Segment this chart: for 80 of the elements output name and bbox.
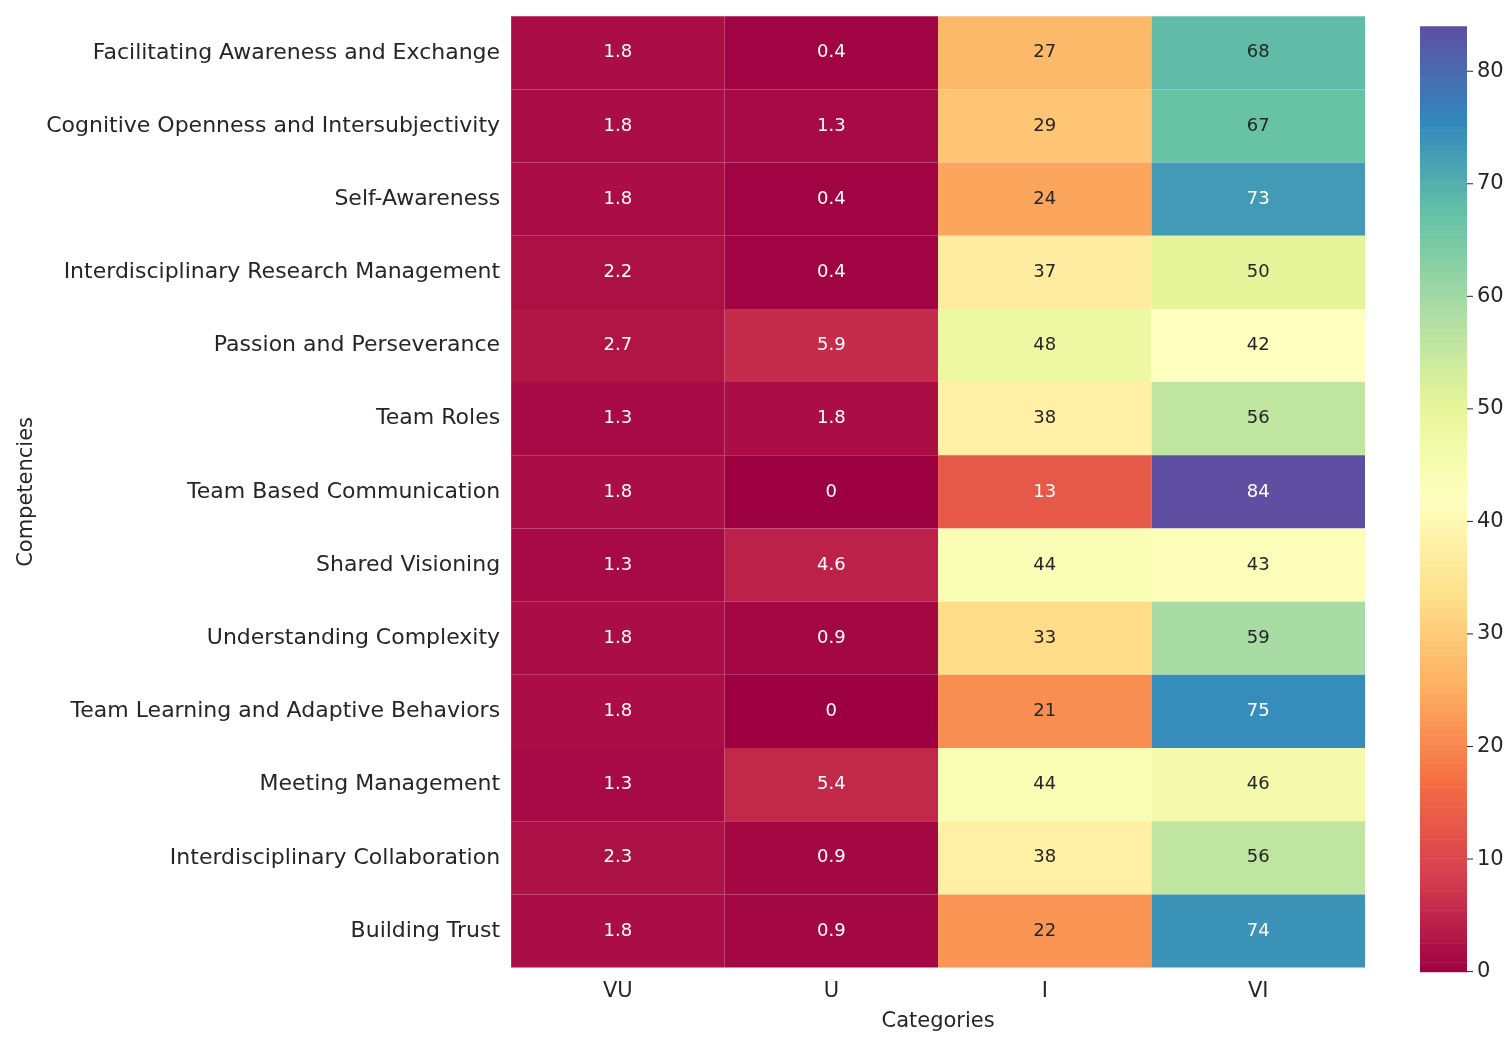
data-label: 46 (1246, 772, 1270, 794)
data-label: 1.8 (603, 113, 633, 135)
color-bar-label: 10 (1477, 845, 1504, 870)
data-label: 2.3 (603, 845, 633, 867)
data-label: 42 (1246, 333, 1270, 355)
color-bar-label: 80 (1477, 57, 1504, 82)
color-bar-label: 70 (1477, 170, 1504, 195)
y-tick-label: Team Based Communication (186, 477, 501, 503)
data-label: 2.2 (603, 260, 633, 282)
data-label: 33 (1033, 625, 1057, 647)
data-label: 59 (1246, 625, 1270, 647)
data-label: 1.8 (817, 406, 846, 428)
y-tick-label: Understanding Complexity (206, 623, 501, 649)
data-label: 84 (1246, 479, 1270, 501)
data-label: 0 (825, 479, 838, 501)
x-tick-label: VU (602, 977, 633, 1002)
data-label: 1.8 (603, 479, 633, 501)
data-label: 74 (1246, 918, 1270, 940)
data-label: 1.8 (603, 40, 633, 62)
x-tick-label: U (823, 977, 840, 1002)
data-label: 50 (1246, 260, 1270, 282)
data-label: 2.7 (603, 333, 633, 355)
data-label: 0.9 (817, 625, 846, 647)
y-tick-label: Interdisciplinary Collaboration (169, 843, 501, 869)
data-label: 44 (1033, 552, 1057, 574)
color-bar-label: 60 (1477, 282, 1504, 307)
y-tick-label: Passion and Perseverance (213, 331, 501, 357)
data-label: 0.9 (817, 845, 846, 867)
data-label: 0 (825, 699, 838, 721)
data-label: 1.3 (603, 406, 633, 428)
data-label: 29 (1033, 113, 1057, 135)
data-label: 56 (1246, 406, 1270, 428)
data-label: 75 (1246, 699, 1270, 721)
data-label: 38 (1033, 845, 1057, 867)
data-label: 22 (1033, 918, 1057, 940)
data-label: 0.4 (817, 40, 846, 62)
data-label: 56 (1246, 845, 1270, 867)
data-label: 48 (1033, 333, 1057, 355)
y-tick-label: Team Learning and Adaptive Behaviors (69, 697, 501, 723)
data-label: 1.8 (603, 186, 633, 208)
data-label: 21 (1033, 699, 1057, 721)
data-label: 0.9 (817, 918, 846, 940)
data-label: 5.9 (817, 333, 846, 355)
data-label: 4.6 (817, 552, 846, 574)
data-label: 37 (1033, 260, 1057, 282)
data-label: 13 (1033, 479, 1057, 501)
data-label: 68 (1246, 40, 1270, 62)
y-tick-label: Self-Awareness (334, 184, 501, 210)
color-bar-label: 50 (1477, 395, 1504, 420)
x-tick-label: I (1041, 977, 1048, 1002)
color-bar-label: 30 (1477, 620, 1504, 645)
y-tick-label: Team Roles (375, 404, 501, 430)
data-label: 1.3 (603, 772, 633, 794)
y-tick-label: Interdisciplinary Research Management (63, 258, 501, 284)
data-label: 1.8 (603, 699, 633, 721)
y-tick-label: Facilitating Awareness and Exchange (92, 38, 501, 64)
data-label: 5.4 (817, 772, 846, 794)
data-label: 0.4 (817, 186, 846, 208)
data-label: 73 (1246, 186, 1270, 208)
data-label: 0.4 (817, 260, 846, 282)
y-tick-label: Shared Visioning (316, 550, 501, 576)
data-label: 27 (1033, 40, 1057, 62)
x-axis-title: Categories (881, 1007, 995, 1032)
data-label: 1.8 (603, 918, 633, 940)
y-tick-label: Building Trust (350, 916, 501, 942)
x-tick-label: VI (1247, 977, 1269, 1002)
y-tick-label: Cognitive Openness and Intersubjectivity (46, 111, 501, 137)
data-label: 1.3 (603, 552, 633, 574)
data-label: 43 (1246, 552, 1270, 574)
data-label: 44 (1033, 772, 1057, 794)
color-bar-label: 0 (1477, 958, 1491, 983)
color-bar-label: 40 (1477, 507, 1504, 532)
color-bar-label: 20 (1477, 732, 1504, 757)
y-axis-title: Competencies (13, 416, 38, 567)
y-tick-label: Meeting Management (259, 770, 501, 796)
data-label: 1.3 (817, 113, 846, 135)
data-label: 38 (1033, 406, 1057, 428)
data-label: 67 (1246, 113, 1270, 135)
data-label: 1.8 (603, 625, 633, 647)
data-label: 24 (1033, 186, 1057, 208)
